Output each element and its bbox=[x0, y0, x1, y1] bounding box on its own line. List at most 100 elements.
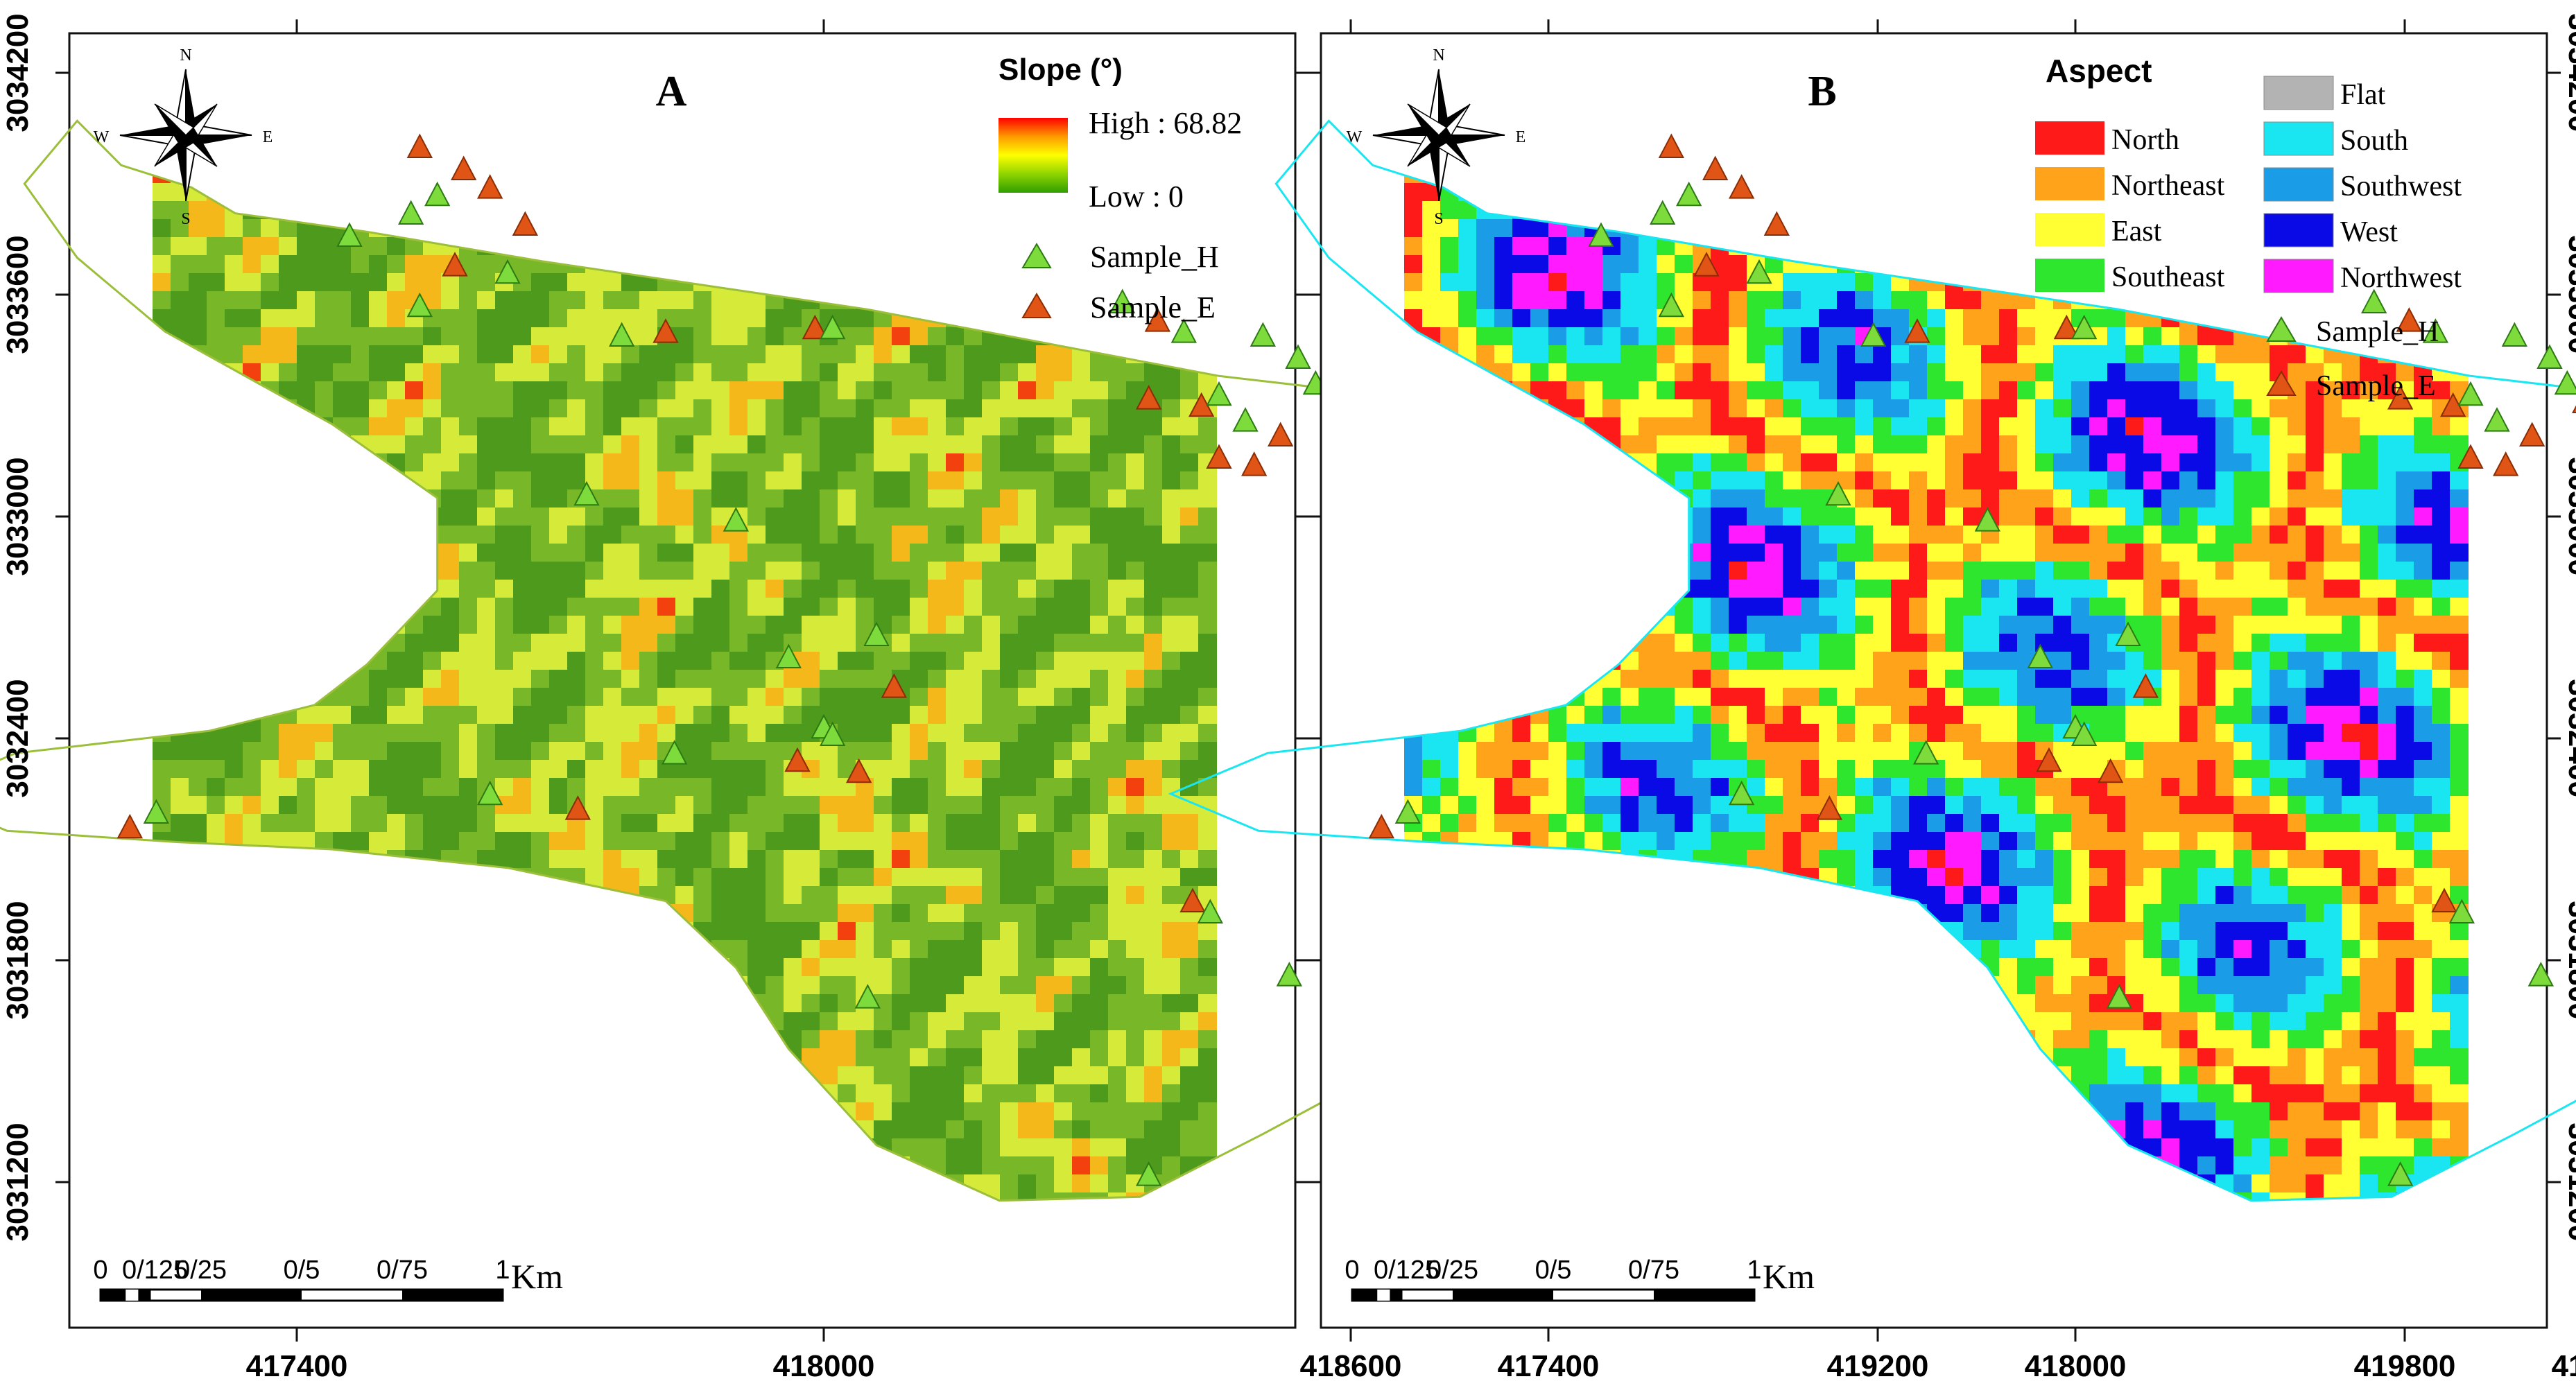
slope-raster-cell bbox=[1180, 850, 1199, 869]
slope-raster-cell bbox=[225, 327, 243, 346]
slope-raster-cell bbox=[1126, 670, 1145, 688]
aspect-raster-cell bbox=[1675, 417, 1693, 436]
aspect-raster-cell bbox=[1548, 381, 1567, 400]
slope-raster-cell bbox=[1198, 868, 1217, 887]
slope-raster-cell bbox=[153, 219, 171, 238]
slope-raster-cell bbox=[1018, 544, 1037, 562]
slope-raster-cell bbox=[982, 670, 1001, 688]
slope-raster-cell bbox=[1144, 580, 1163, 598]
slope-raster-cell bbox=[459, 832, 478, 851]
slope-raster-cell bbox=[982, 796, 1001, 815]
slope-raster-cell bbox=[1000, 1174, 1019, 1193]
slope-raster-cell bbox=[874, 544, 892, 562]
slope-raster-cell bbox=[603, 562, 622, 580]
slope-raster-cell bbox=[171, 778, 189, 797]
slope-raster-cell bbox=[910, 940, 928, 959]
aspect-raster-cell bbox=[1747, 381, 1765, 400]
slope-raster-cell bbox=[333, 273, 352, 292]
slope-raster-cell bbox=[297, 778, 315, 797]
slope-raster-cell bbox=[189, 237, 207, 256]
aspect-raster-cell bbox=[1584, 381, 1603, 400]
slope-raster-cell bbox=[946, 435, 965, 454]
slope-raster-cell bbox=[838, 706, 856, 725]
slope-raster-cell bbox=[820, 1012, 838, 1031]
slope-raster-cell bbox=[1090, 778, 1109, 797]
slope-raster-cell bbox=[549, 634, 568, 652]
slope-raster-cell bbox=[766, 886, 784, 905]
aspect-raster-cell bbox=[2107, 309, 2126, 328]
slope-raster-cell bbox=[657, 562, 676, 580]
slope-raster-cell bbox=[910, 435, 928, 454]
slope-raster-cell bbox=[585, 453, 604, 472]
slope-raster-cell bbox=[477, 832, 496, 851]
slope-raster-cell bbox=[369, 724, 388, 743]
slope-raster-cell bbox=[838, 670, 856, 688]
slope-raster-cell bbox=[459, 381, 478, 400]
aspect-raster-cell bbox=[1494, 291, 1513, 310]
aspect-raster-cell bbox=[2035, 309, 2054, 328]
slope-raster-cell bbox=[441, 471, 460, 490]
slope-raster-cell bbox=[802, 345, 820, 364]
slope-raster-cell bbox=[892, 958, 910, 977]
slope-raster-cell bbox=[585, 345, 604, 364]
slope-raster-cell bbox=[1108, 489, 1127, 508]
slope-raster-cell bbox=[747, 688, 766, 706]
aspect-raster-cell bbox=[2017, 363, 2036, 382]
slope-raster-cell bbox=[369, 417, 388, 436]
slope-raster-cell bbox=[982, 345, 1001, 364]
slope-raster-cell bbox=[928, 489, 946, 508]
slope-raster-cell bbox=[1018, 688, 1037, 706]
slope-raster-cell bbox=[243, 237, 261, 256]
aspect-raster-cell bbox=[1783, 291, 1801, 310]
slope-raster-cell bbox=[1126, 544, 1145, 562]
slope-raster-cell bbox=[351, 417, 370, 436]
slope-raster-cell bbox=[982, 706, 1001, 725]
aspect-raster-cell bbox=[1909, 363, 1928, 382]
slope-raster-cell bbox=[531, 381, 550, 400]
slope-raster-cell bbox=[874, 1084, 892, 1103]
slope-raster-cell bbox=[261, 219, 279, 238]
slope-raster-cell bbox=[1180, 580, 1199, 598]
slope-raster-cell bbox=[874, 598, 892, 616]
slope-raster-cell bbox=[621, 489, 640, 508]
slope-raster-cell bbox=[657, 580, 676, 598]
slope-raster-cell bbox=[964, 417, 983, 436]
slope-raster-cell bbox=[693, 580, 712, 598]
slope-raster-cell bbox=[549, 760, 568, 779]
slope-raster-cell bbox=[693, 526, 712, 544]
slope-raster-cell bbox=[495, 508, 514, 526]
slope-raster-cell bbox=[333, 399, 352, 418]
slope-raster-cell bbox=[1090, 922, 1109, 941]
slope-raster-cell bbox=[477, 652, 496, 670]
slope-raster-cell bbox=[675, 868, 694, 887]
slope-raster-cell bbox=[892, 453, 910, 472]
slope-raster-cell bbox=[567, 598, 586, 616]
slope-raster-cell bbox=[946, 1030, 965, 1049]
slope-raster-cell bbox=[1018, 814, 1037, 833]
slope-raster-cell bbox=[495, 363, 514, 382]
slope-raster-cell bbox=[531, 345, 550, 364]
slope-raster-cell bbox=[1000, 580, 1019, 598]
aspect-raster-cell bbox=[1729, 381, 1747, 400]
slope-raster-cell bbox=[784, 562, 802, 580]
aspect-raster-cell bbox=[2306, 399, 2324, 418]
slope-raster-cell bbox=[820, 634, 838, 652]
slope-raster-cell bbox=[946, 1084, 965, 1103]
slope-raster-cell bbox=[946, 616, 965, 634]
aspect-raster-cell bbox=[1711, 417, 1729, 436]
slope-raster-cell bbox=[423, 471, 442, 490]
slope-raster-cell bbox=[766, 868, 784, 887]
slope-raster-cell bbox=[766, 327, 784, 346]
slope-raster-cell bbox=[459, 399, 478, 418]
slope-raster-cell bbox=[802, 453, 820, 472]
slope-raster-cell bbox=[820, 435, 838, 454]
slope-raster-cell bbox=[784, 670, 802, 688]
slope-raster-cell bbox=[1126, 489, 1145, 508]
slope-raster-cell bbox=[243, 273, 261, 292]
slope-raster-cell bbox=[261, 760, 279, 779]
slope-raster-cell bbox=[423, 273, 442, 292]
slope-raster-cell bbox=[1162, 562, 1181, 580]
slope-raster-cell bbox=[1090, 706, 1109, 725]
slope-raster-cell bbox=[1000, 489, 1019, 508]
slope-raster-cell bbox=[477, 580, 496, 598]
